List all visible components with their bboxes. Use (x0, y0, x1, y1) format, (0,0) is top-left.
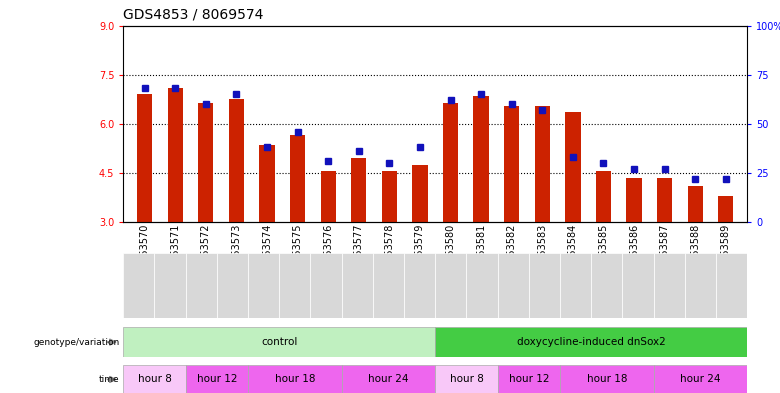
Bar (473, 96, 489, 222)
Bar (654, 253, 685, 318)
Bar (534, 106, 550, 222)
Text: time: time (99, 375, 119, 384)
Bar (137, 94, 152, 222)
Bar (260, 145, 275, 222)
Bar (373, 253, 404, 318)
Bar (504, 106, 519, 222)
Bar (657, 178, 672, 222)
Text: hour 8: hour 8 (449, 375, 484, 384)
Bar (435, 327, 747, 357)
Bar (248, 253, 279, 318)
Text: doxycycline-induced dnSox2: doxycycline-induced dnSox2 (517, 337, 665, 347)
Bar (435, 365, 498, 393)
Text: hour 12: hour 12 (509, 375, 549, 384)
Text: hour 24: hour 24 (368, 375, 409, 384)
Bar (560, 365, 654, 393)
Bar (168, 88, 183, 222)
Bar (123, 327, 435, 357)
Text: hour 8: hour 8 (137, 375, 172, 384)
Bar (404, 253, 435, 318)
Bar (290, 135, 305, 222)
Bar (154, 253, 186, 318)
Bar (435, 253, 466, 318)
Bar (229, 99, 244, 222)
Bar (248, 365, 342, 393)
Text: genotype/variation: genotype/variation (33, 338, 119, 347)
Bar (186, 253, 217, 318)
Bar (596, 171, 611, 222)
Bar (381, 171, 397, 222)
Bar (186, 365, 248, 393)
Text: hour 18: hour 18 (587, 375, 627, 384)
Bar (443, 103, 458, 222)
Bar (310, 253, 342, 318)
Text: hour 24: hour 24 (680, 375, 721, 384)
Text: hour 12: hour 12 (197, 375, 237, 384)
Bar (321, 171, 336, 222)
Text: GDS4853 / 8069574: GDS4853 / 8069574 (123, 7, 264, 22)
Bar (716, 253, 747, 318)
Bar (566, 112, 580, 222)
Bar (685, 253, 716, 318)
Bar (279, 253, 310, 318)
Bar (688, 186, 703, 222)
Bar (466, 253, 498, 318)
Bar (622, 253, 654, 318)
Bar (413, 165, 427, 222)
Bar (351, 158, 367, 222)
Bar (123, 365, 186, 393)
Bar (654, 365, 747, 393)
Bar (198, 103, 214, 222)
Bar (626, 178, 642, 222)
Bar (498, 365, 560, 393)
Text: control: control (261, 337, 297, 347)
Bar (217, 253, 248, 318)
Bar (342, 365, 435, 393)
Text: hour 18: hour 18 (275, 375, 315, 384)
Bar (498, 253, 529, 318)
Bar (718, 196, 733, 222)
Bar (560, 253, 591, 318)
Bar (342, 253, 373, 318)
Bar (123, 253, 154, 318)
Bar (591, 253, 622, 318)
Bar (529, 253, 560, 318)
